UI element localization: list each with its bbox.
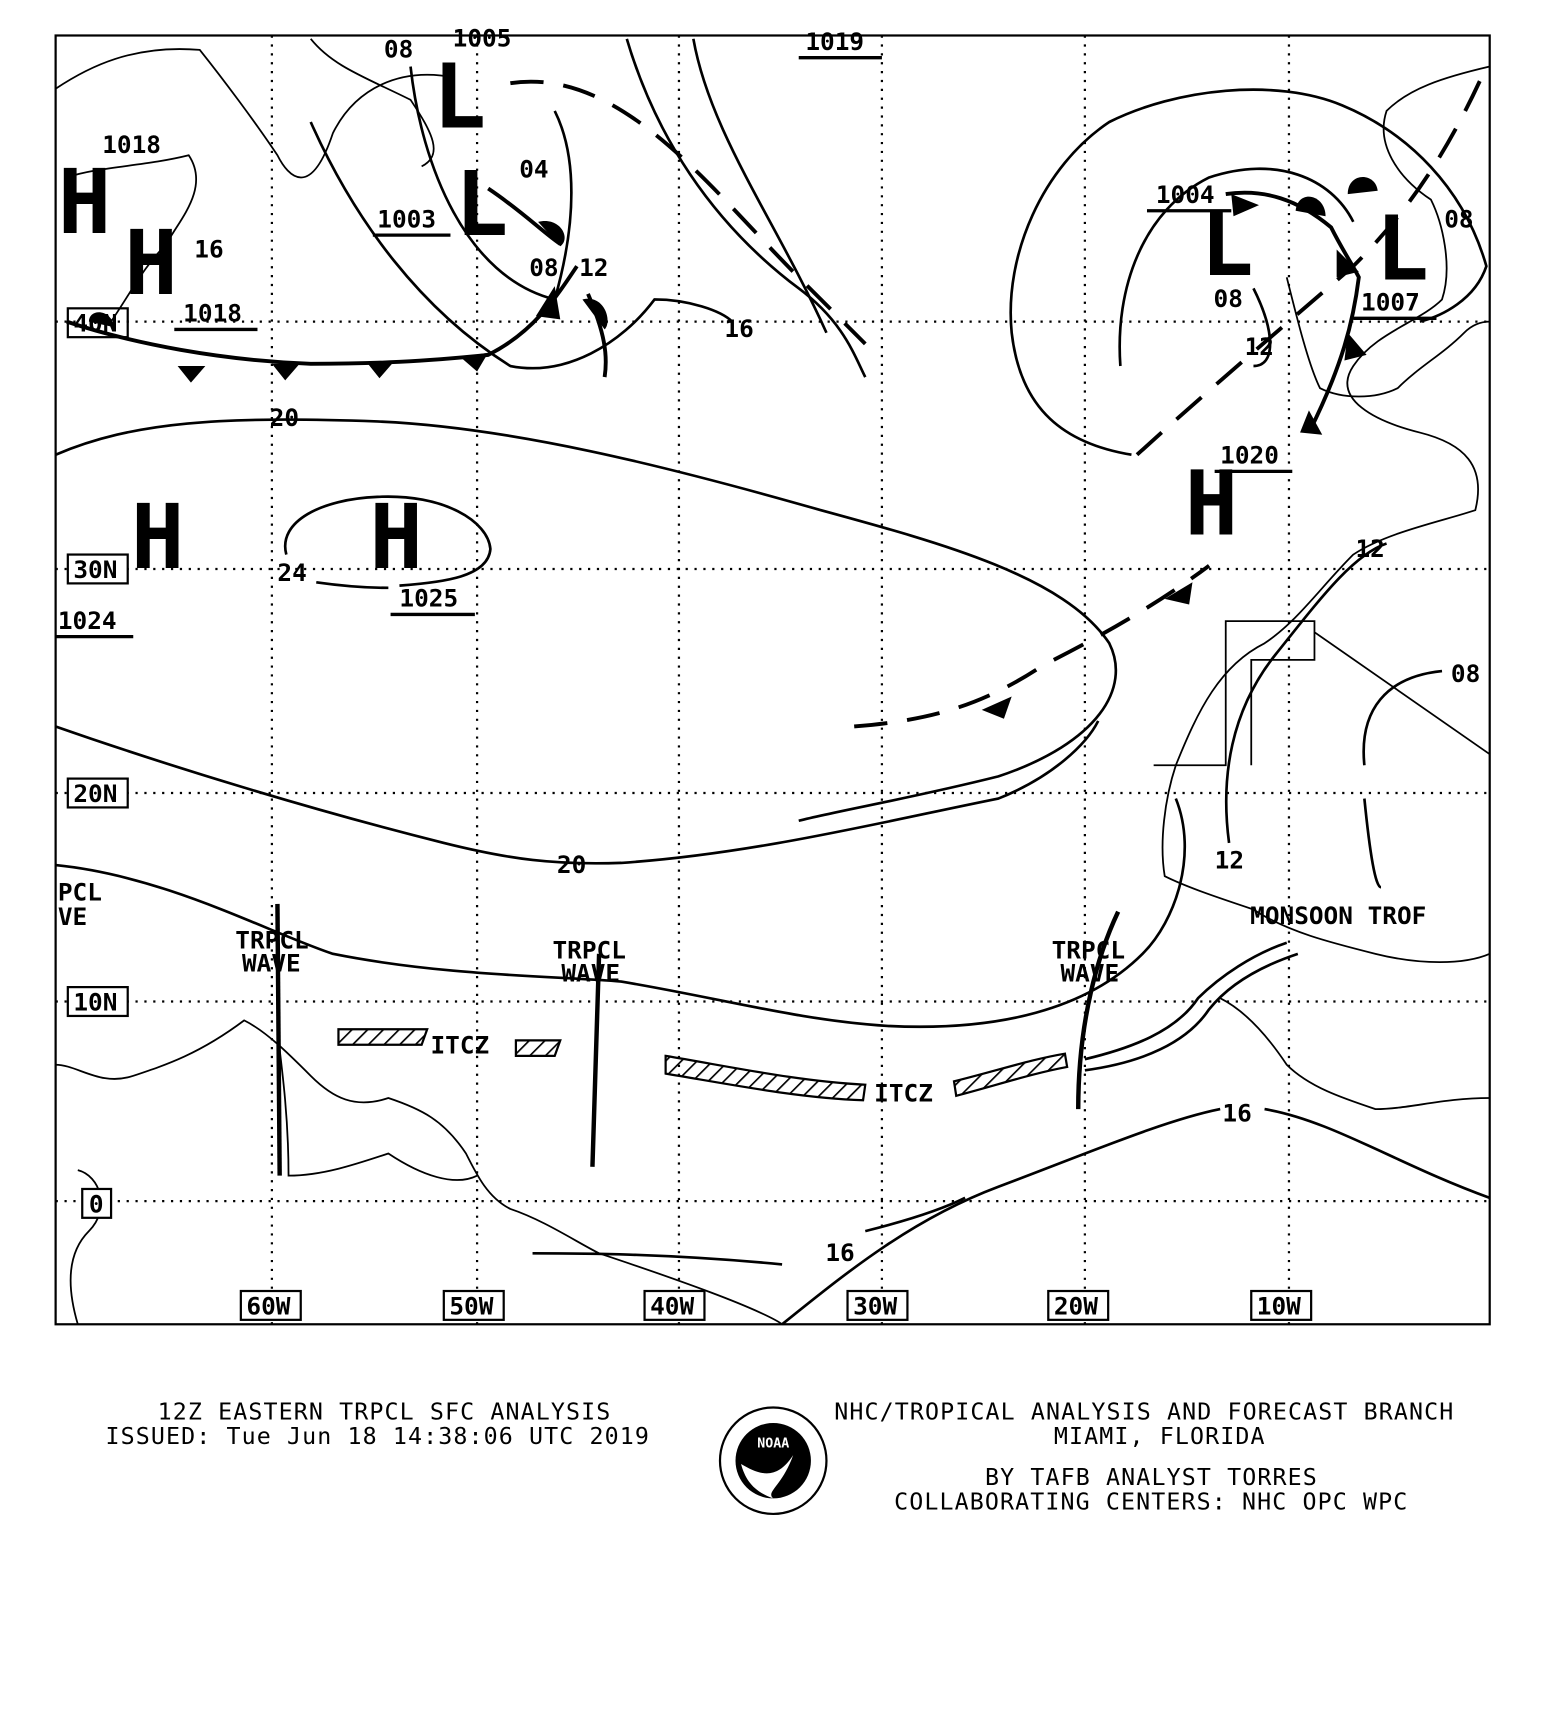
pressure-value: 1003 [377,204,436,233]
issued-timestamp: ISSUED: Tue Jun 18 14:38:06 UTC 2019 [106,1423,651,1450]
partial-label: PCL [58,878,102,907]
monsoon-trough-label: MONSOON TROF [1250,901,1426,930]
graticule [55,35,1490,1325]
latitude-label: 30N [73,555,117,584]
isobar-label: 12 [1245,332,1274,361]
isobar-label: 08 [1451,659,1480,688]
high-center-symbol: H [131,486,184,589]
axis-labels: 60W 50W 40W 30W 20W 10W 40N 30N 20N 10N … [66,307,1313,1321]
pressure-value: 1007 [1361,288,1420,317]
high-center-symbol: H [370,486,423,589]
longitude-label: 30W [853,1291,897,1320]
tropical-waves [275,903,1121,1176]
pressure-value: 1020 [1220,441,1279,470]
coastlines [55,38,1491,1325]
latitude-label: 0 [89,1189,104,1218]
longitude-label: 20W [1054,1291,1098,1320]
pressure-value: 1018 [183,299,242,328]
isobar-label: 04 [519,154,548,183]
pressure-value: 1018 [102,130,161,159]
tropical-wave-label: TRPCL [235,925,308,954]
high-center-symbol: H [58,151,111,254]
tropical-wave-label: WAVE [242,949,301,978]
isobars [55,38,1491,1326]
isobar-label: 12 [1215,845,1244,874]
pressure-value: 1025 [399,584,458,613]
latitude-label: 10N [73,987,117,1016]
isobar-label: 08 [1214,284,1243,313]
isobar-label: 12 [1356,534,1385,563]
isobar-label: 08 [529,253,558,282]
issuing-location: MIAMI, FLORIDA [1054,1423,1266,1450]
chart-title: 12Z EASTERN TRPCL SFC ANALYSIS [158,1399,612,1426]
isobar-labels: 08 04 16 08 12 16 20 24 20 16 16 12 12 0… [194,35,1480,1267]
isobar-label: 20 [557,850,586,879]
partial-label: VE [58,902,87,931]
longitude-label: 40W [650,1291,694,1320]
issuing-branch: NHC/TROPICAL ANALYSIS AND FORECAST BRANC… [834,1399,1454,1426]
longitude-label: 60W [246,1291,290,1320]
isobar-label: 16 [194,234,223,263]
pressure-centers: H 1018 H 1018 L 1005 L 1003 H 1025 H 102… [55,24,1437,639]
longitude-label: 50W [449,1291,493,1320]
tropical-wave-label: TRPCL [553,935,626,964]
isobar-label: 08 [1444,204,1473,233]
analyst-credit: BY TAFB ANALYST TORRES [985,1464,1318,1491]
tropical-wave-label: WAVE [561,959,620,988]
footer: 12Z EASTERN TRPCL SFC ANALYSIS ISSUED: T… [106,1399,1454,1516]
longitude-label: 10W [1257,1291,1301,1320]
collaborating-centers: COLLABORATING CENTERS: NHC OPC WPC [894,1489,1408,1516]
noaa-logo-text: NOAA [757,1436,789,1451]
isobar-label: 08 [384,35,413,64]
isobar-label: 24 [277,558,306,587]
high-center-symbol: H [124,212,177,315]
pressure-value: 1005 [453,24,512,53]
itcz-label: ITCZ [431,1031,490,1060]
isobar-label: 16 [724,314,753,343]
isobar-label: 20 [270,403,299,432]
pressure-value: 1004 [1156,180,1215,209]
low-center-symbol: L [433,46,486,149]
tropical-wave-label: TRPCL [1052,935,1125,964]
fronts [66,65,1489,729]
latitude-label: 40N [73,309,117,338]
low-center-symbol: L [1375,197,1428,300]
isobar-label: 16 [825,1238,854,1267]
pressure-value: 1019 [805,27,864,56]
pressure-value: 1024 [58,606,117,635]
isobar-label: 12 [579,253,608,282]
latitude-label: 20N [73,779,117,808]
noaa-logo: NOAA [718,1406,828,1516]
isobar-label: 16 [1222,1098,1251,1127]
low-center-symbol: L [455,153,508,256]
itcz-bands [337,941,1299,1102]
tropical-wave-label: WAVE [1060,959,1119,988]
itcz-label: ITCZ [874,1078,933,1107]
feature-labels: TRPCL WAVE TRPCL WAVE TRPCL WAVE ITCZ IT… [58,878,1427,1108]
